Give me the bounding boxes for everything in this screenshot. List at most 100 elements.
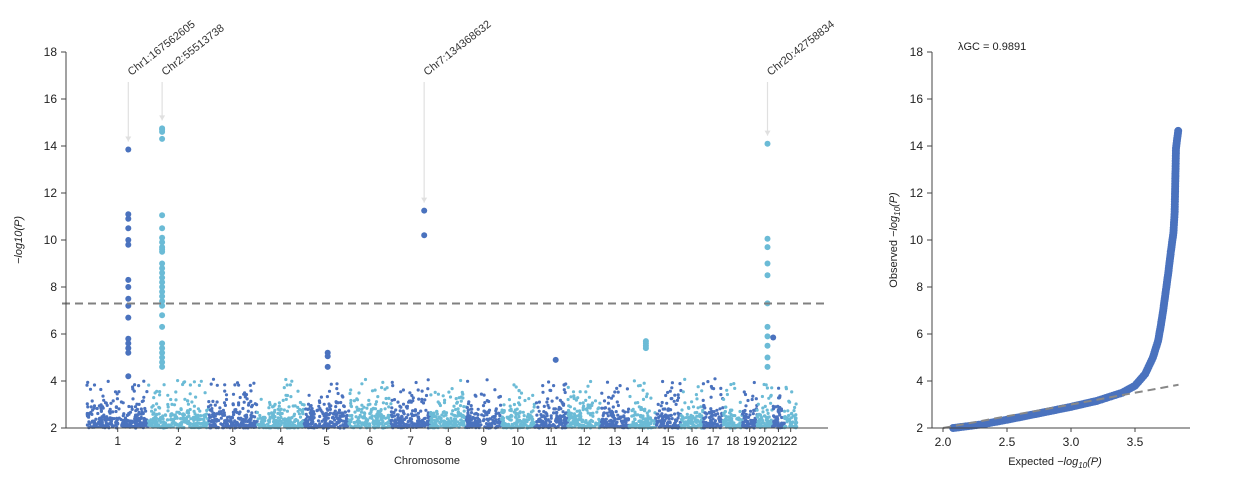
background-point <box>389 402 393 406</box>
background-point <box>383 407 387 411</box>
background-point <box>679 413 683 417</box>
background-point <box>644 419 648 424</box>
snp-point <box>125 340 132 347</box>
background-point <box>759 414 763 418</box>
background-point <box>277 404 281 408</box>
background-point <box>203 423 207 427</box>
background-point <box>320 410 324 414</box>
background-point <box>413 408 417 412</box>
background-point <box>278 408 282 412</box>
background-point <box>789 416 794 420</box>
background-point <box>722 423 726 427</box>
background-point <box>454 397 458 401</box>
background-point <box>666 407 671 411</box>
background-point <box>207 400 211 404</box>
background-point <box>609 396 614 400</box>
background-point <box>233 419 237 423</box>
background-point <box>103 418 107 422</box>
background-point <box>433 390 437 394</box>
background-point <box>558 398 563 402</box>
background-point <box>117 407 121 411</box>
background-point <box>387 396 391 400</box>
background-point <box>244 413 249 417</box>
background-point <box>260 420 264 424</box>
background-point <box>255 403 259 407</box>
background-point <box>85 423 89 427</box>
background-point <box>439 424 443 428</box>
background-point <box>532 405 536 409</box>
background-point <box>429 420 433 425</box>
background-point <box>742 390 746 394</box>
background-point <box>381 380 385 384</box>
background-point <box>105 422 109 426</box>
background-point <box>778 413 782 417</box>
background-point <box>306 402 311 406</box>
background-point <box>562 383 566 387</box>
snp-point <box>125 373 132 380</box>
background-point <box>535 413 539 417</box>
background-point <box>169 397 173 402</box>
background-point <box>769 418 773 422</box>
background-point <box>416 388 420 392</box>
background-point <box>494 418 498 422</box>
background-point <box>186 421 190 426</box>
background-point <box>790 390 794 394</box>
background-point <box>544 411 548 415</box>
background-point <box>605 380 610 384</box>
background-point <box>680 408 684 412</box>
background-point <box>426 387 430 391</box>
background-point <box>675 398 680 402</box>
background-point <box>269 424 273 428</box>
background-point <box>601 424 605 428</box>
background-point <box>173 414 177 418</box>
snp-point <box>764 272 771 279</box>
background-point <box>272 421 276 425</box>
background-point <box>300 402 304 406</box>
background-point <box>330 416 334 420</box>
snp-point <box>125 225 132 232</box>
background-point <box>469 407 473 411</box>
background-point <box>420 400 424 404</box>
background-point <box>646 415 650 419</box>
background-point <box>196 407 200 411</box>
background-point <box>402 417 407 422</box>
background-point <box>452 404 456 408</box>
background-point <box>291 421 295 425</box>
background-point <box>137 402 141 406</box>
background-point <box>322 402 326 406</box>
background-point <box>302 422 306 426</box>
background-point <box>487 399 491 404</box>
background-point <box>131 385 135 389</box>
snp-point <box>159 274 166 281</box>
background-point <box>450 412 454 416</box>
background-point <box>691 420 695 425</box>
background-point <box>141 424 145 428</box>
background-point <box>248 420 252 424</box>
background-point <box>481 404 486 408</box>
background-point <box>152 417 156 421</box>
background-point <box>515 425 519 429</box>
background-point <box>611 394 615 398</box>
background-point <box>215 383 219 387</box>
background-point <box>275 422 279 426</box>
background-point <box>223 413 227 417</box>
background-point <box>410 393 414 398</box>
background-point <box>222 401 227 405</box>
annotation-arrow-head <box>421 197 428 203</box>
background-point <box>329 425 333 429</box>
background-point <box>438 403 442 408</box>
background-point <box>774 416 779 420</box>
background-point <box>769 394 773 398</box>
background-point <box>725 418 729 422</box>
background-point <box>99 406 103 410</box>
qq-y-tick-label: 4 <box>916 374 923 388</box>
background-point <box>372 421 377 425</box>
background-point <box>459 378 463 383</box>
background-point <box>239 416 243 420</box>
background-point <box>721 406 725 410</box>
background-point <box>429 393 433 397</box>
background-point <box>496 424 500 428</box>
background-point <box>755 415 760 419</box>
background-point <box>685 412 689 416</box>
background-point <box>784 416 788 420</box>
